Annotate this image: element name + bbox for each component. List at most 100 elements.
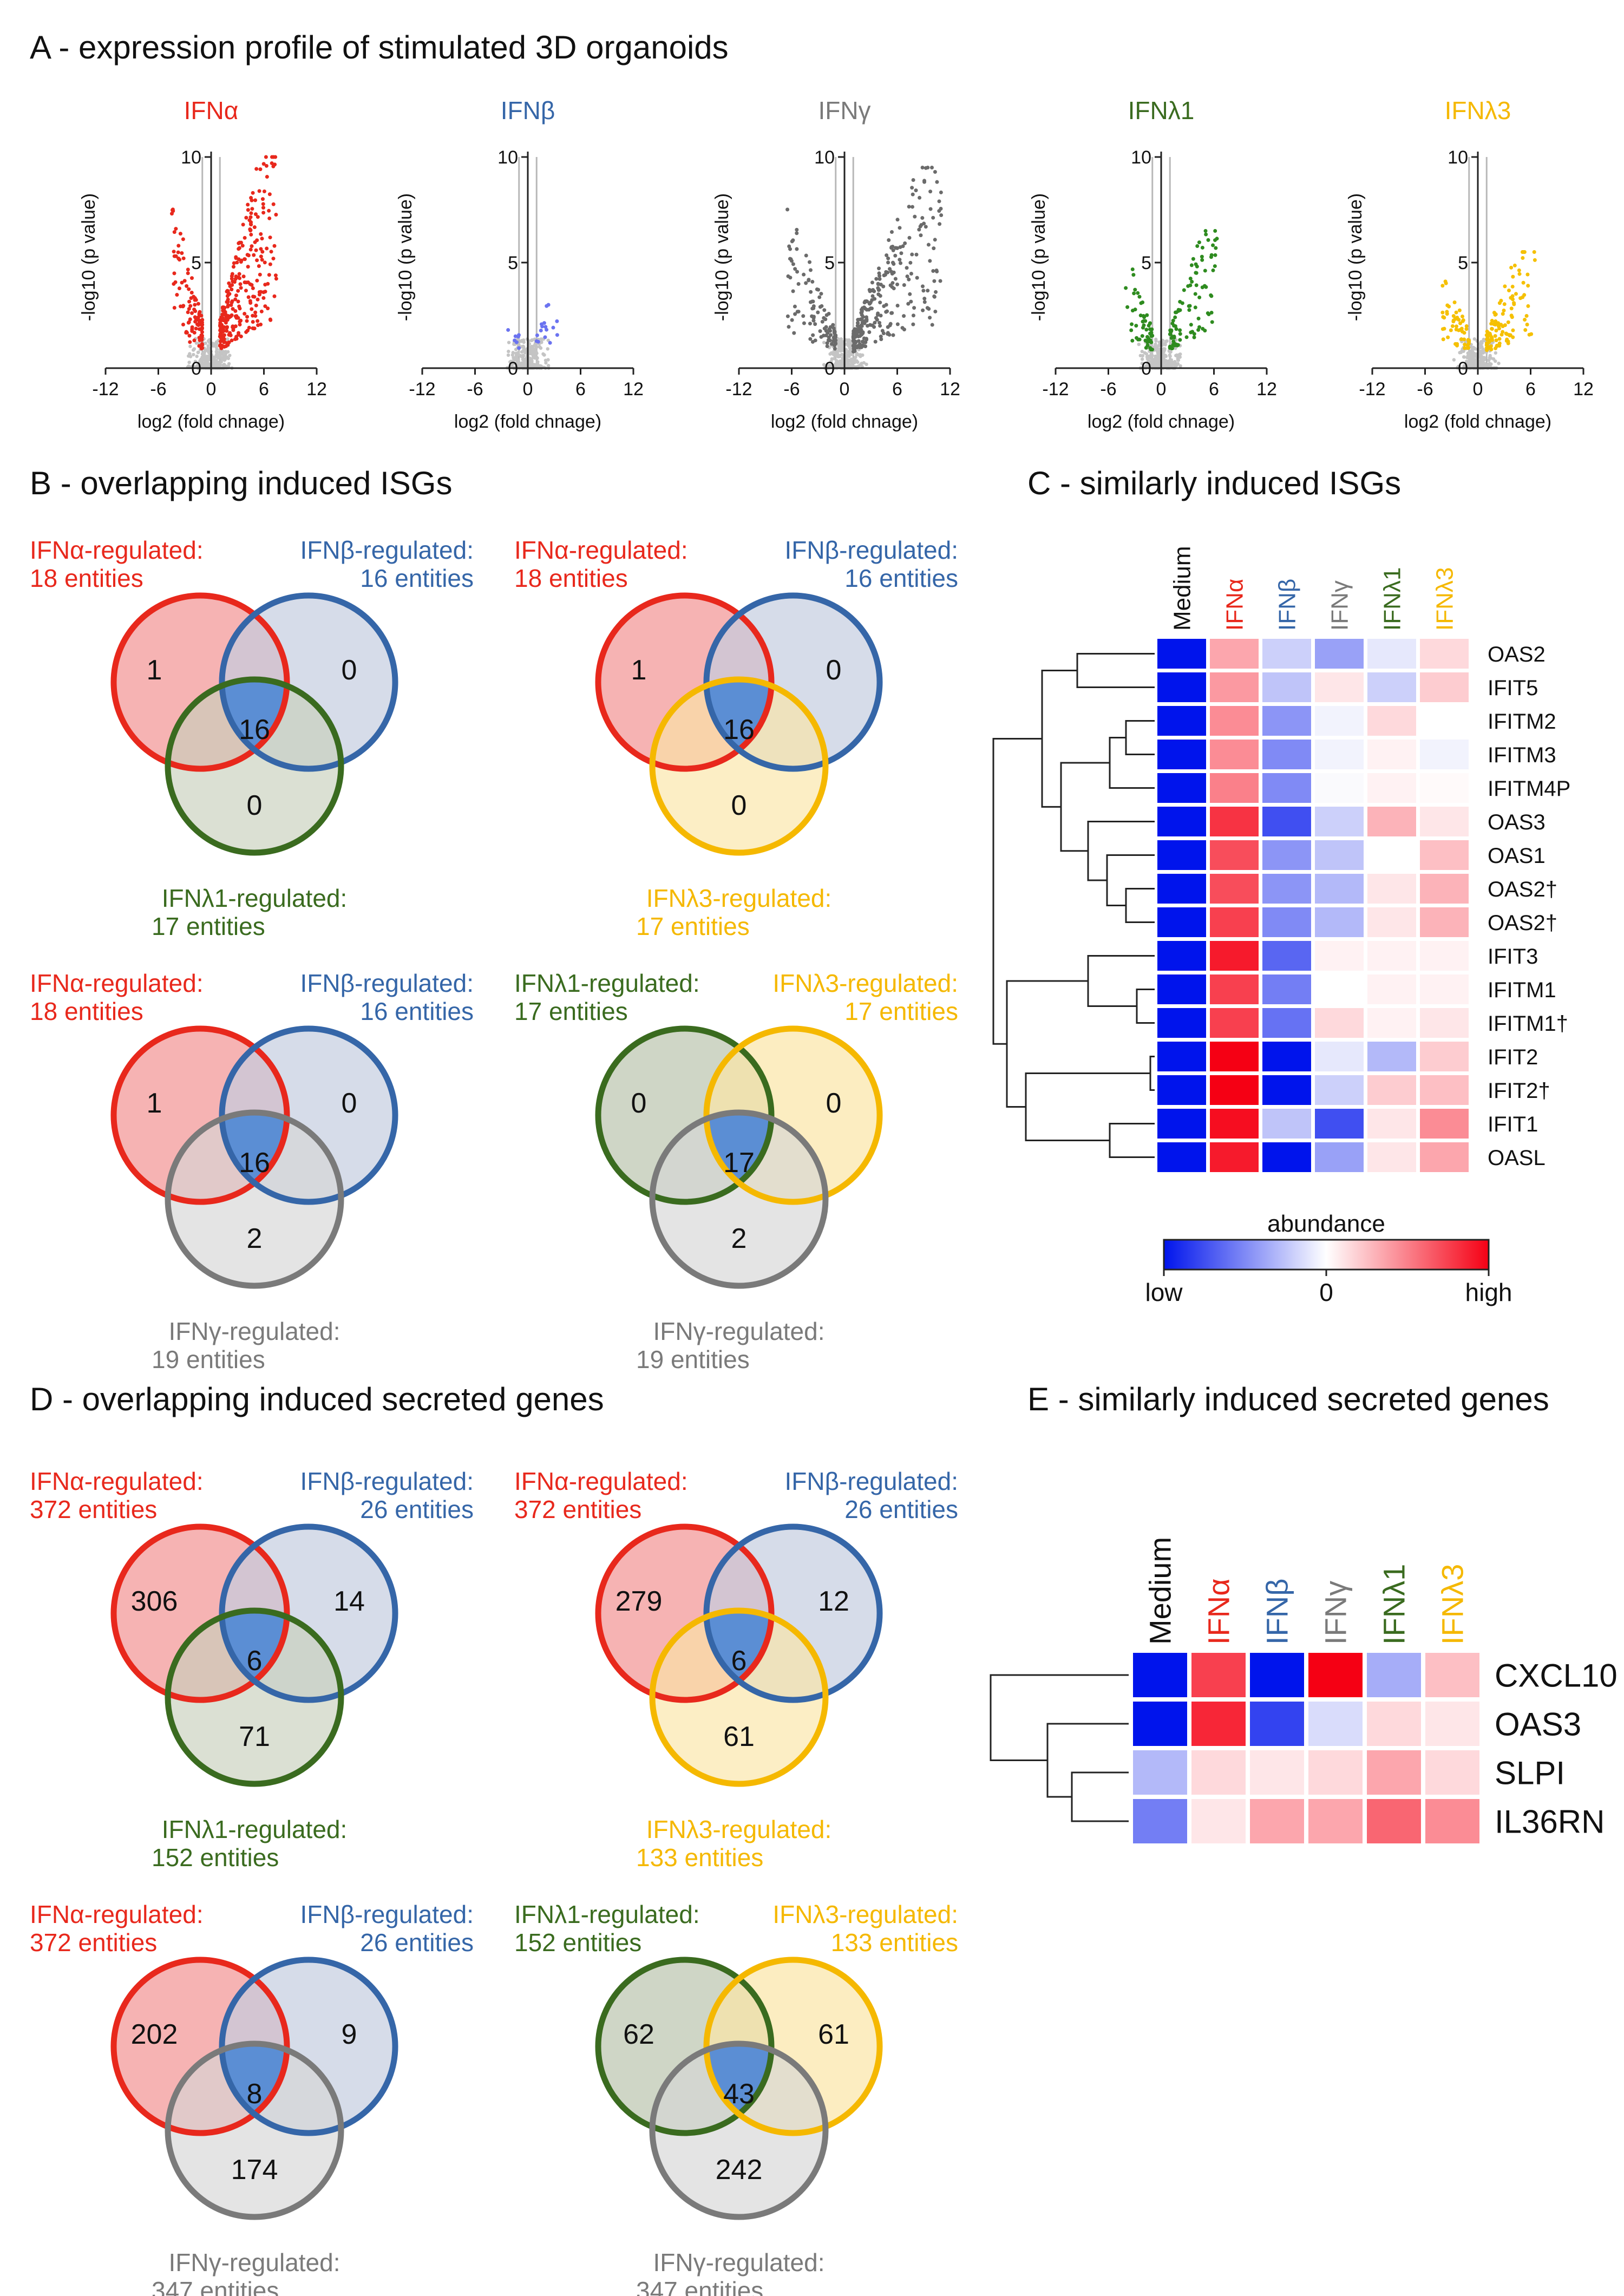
count-b-only: 0: [342, 1088, 357, 1119]
nonsignificant-point: [222, 358, 226, 362]
nonsignificant-point: [188, 344, 192, 349]
significant-point: [1463, 346, 1467, 350]
significant-point: [543, 335, 547, 339]
significant-point: [1133, 287, 1137, 292]
nonsignificant-point: [1497, 361, 1501, 365]
heatmap-cell: [1191, 1799, 1246, 1843]
nonsignificant-point: [1174, 346, 1177, 350]
significant-point: [274, 212, 278, 217]
significant-point: [199, 313, 204, 318]
significant-point: [251, 313, 255, 318]
significant-point: [1139, 301, 1143, 305]
nonsignificant-point: [540, 341, 543, 344]
significant-point: [879, 313, 883, 318]
significant-point: [793, 304, 797, 309]
significant-point: [862, 305, 866, 310]
significant-point: [243, 257, 247, 261]
heatmap-cell: [1157, 840, 1206, 870]
count-b-only: 12: [818, 1586, 849, 1617]
significant-point: [790, 239, 794, 244]
heatmap-cell: [1420, 639, 1469, 669]
count-a-only: 306: [131, 1586, 178, 1617]
nonsignificant-point: [509, 363, 513, 367]
set-b-label: IFNβ-regulated:: [300, 1467, 474, 1495]
significant-point: [937, 199, 941, 204]
significant-point: [1447, 304, 1451, 309]
heatmap-cell: [1367, 874, 1416, 904]
significant-point: [251, 326, 255, 330]
heatmap-row-label: IFIT1: [1488, 1113, 1538, 1136]
nonsignificant-point: [1178, 364, 1182, 368]
heatmap-row-label: IFITM3: [1488, 743, 1556, 767]
significant-point: [1138, 313, 1143, 318]
venn-diagrams-isg: IFNα-regulated:18 entitiesIFNβ-regulated…: [30, 536, 958, 1373]
significant-point: [787, 325, 791, 329]
significant-point: [231, 307, 235, 311]
significant-point: [931, 269, 935, 273]
significant-point: [1190, 279, 1194, 284]
heatmap-row-label: IFITM4P: [1488, 777, 1570, 801]
nonsignificant-point: [520, 350, 524, 354]
significant-point: [902, 283, 906, 287]
significant-point: [1174, 310, 1177, 315]
heatmap-cell: [1210, 1042, 1259, 1071]
nonsignificant-point: [516, 363, 520, 367]
set-c-outline: [649, 1109, 829, 1289]
significant-point: [238, 322, 242, 326]
nonsignificant-point: [835, 359, 839, 363]
significant-point: [270, 161, 274, 165]
y-tick-label: 10: [181, 147, 201, 168]
heatmap-cell: [1315, 639, 1364, 669]
x-tick-label: 6: [1209, 379, 1219, 400]
significant-point: [924, 225, 928, 229]
significant-point: [1445, 310, 1449, 314]
significant-point: [938, 222, 942, 226]
significant-point: [1203, 229, 1208, 233]
significant-point: [196, 302, 200, 306]
significant-point: [879, 337, 883, 342]
set-a-count: 372 entities: [514, 1495, 641, 1523]
count-center: 16: [239, 714, 270, 745]
heatmap-cell: [1315, 1008, 1364, 1038]
nonsignificant-point: [195, 355, 199, 358]
significant-point: [180, 251, 184, 256]
significant-point: [860, 330, 865, 335]
significant-point: [833, 333, 837, 337]
count-c-only: 242: [716, 2154, 763, 2186]
significant-point: [247, 325, 251, 330]
significant-point: [241, 223, 245, 227]
significant-point: [933, 238, 937, 242]
nonsignificant-point: [1149, 361, 1153, 365]
significant-point: [1169, 345, 1173, 350]
nonsignificant-point: [1157, 344, 1161, 348]
significant-point: [175, 293, 179, 297]
significant-point: [1213, 264, 1217, 269]
x-tick-label: 12: [1256, 379, 1277, 400]
significant-point: [259, 309, 264, 313]
set-b-count: 16 entities: [360, 564, 474, 592]
significant-point: [791, 262, 795, 266]
significant-point: [818, 329, 822, 333]
significant-point: [261, 162, 266, 166]
significant-point: [808, 322, 812, 326]
significant-point: [874, 277, 879, 281]
significant-point: [910, 205, 914, 209]
nonsignificant-point: [1494, 351, 1498, 355]
significant-point: [1497, 301, 1502, 305]
significant-point: [253, 212, 258, 217]
significant-point: [1188, 304, 1192, 308]
significant-point: [1141, 325, 1145, 330]
significant-point: [903, 241, 907, 245]
significant-point: [1172, 336, 1176, 340]
significant-point: [898, 226, 902, 230]
significant-point: [250, 198, 254, 202]
nonsignificant-point: [1164, 363, 1169, 367]
significant-point: [851, 339, 855, 343]
significant-point: [831, 339, 836, 343]
significant-point: [187, 307, 191, 311]
set-c-outline: [649, 676, 829, 856]
heatmap-cell: [1367, 1142, 1416, 1172]
significant-point: [1512, 263, 1517, 267]
heatmap-cell: [1157, 1075, 1206, 1105]
significant-point: [1203, 269, 1207, 273]
